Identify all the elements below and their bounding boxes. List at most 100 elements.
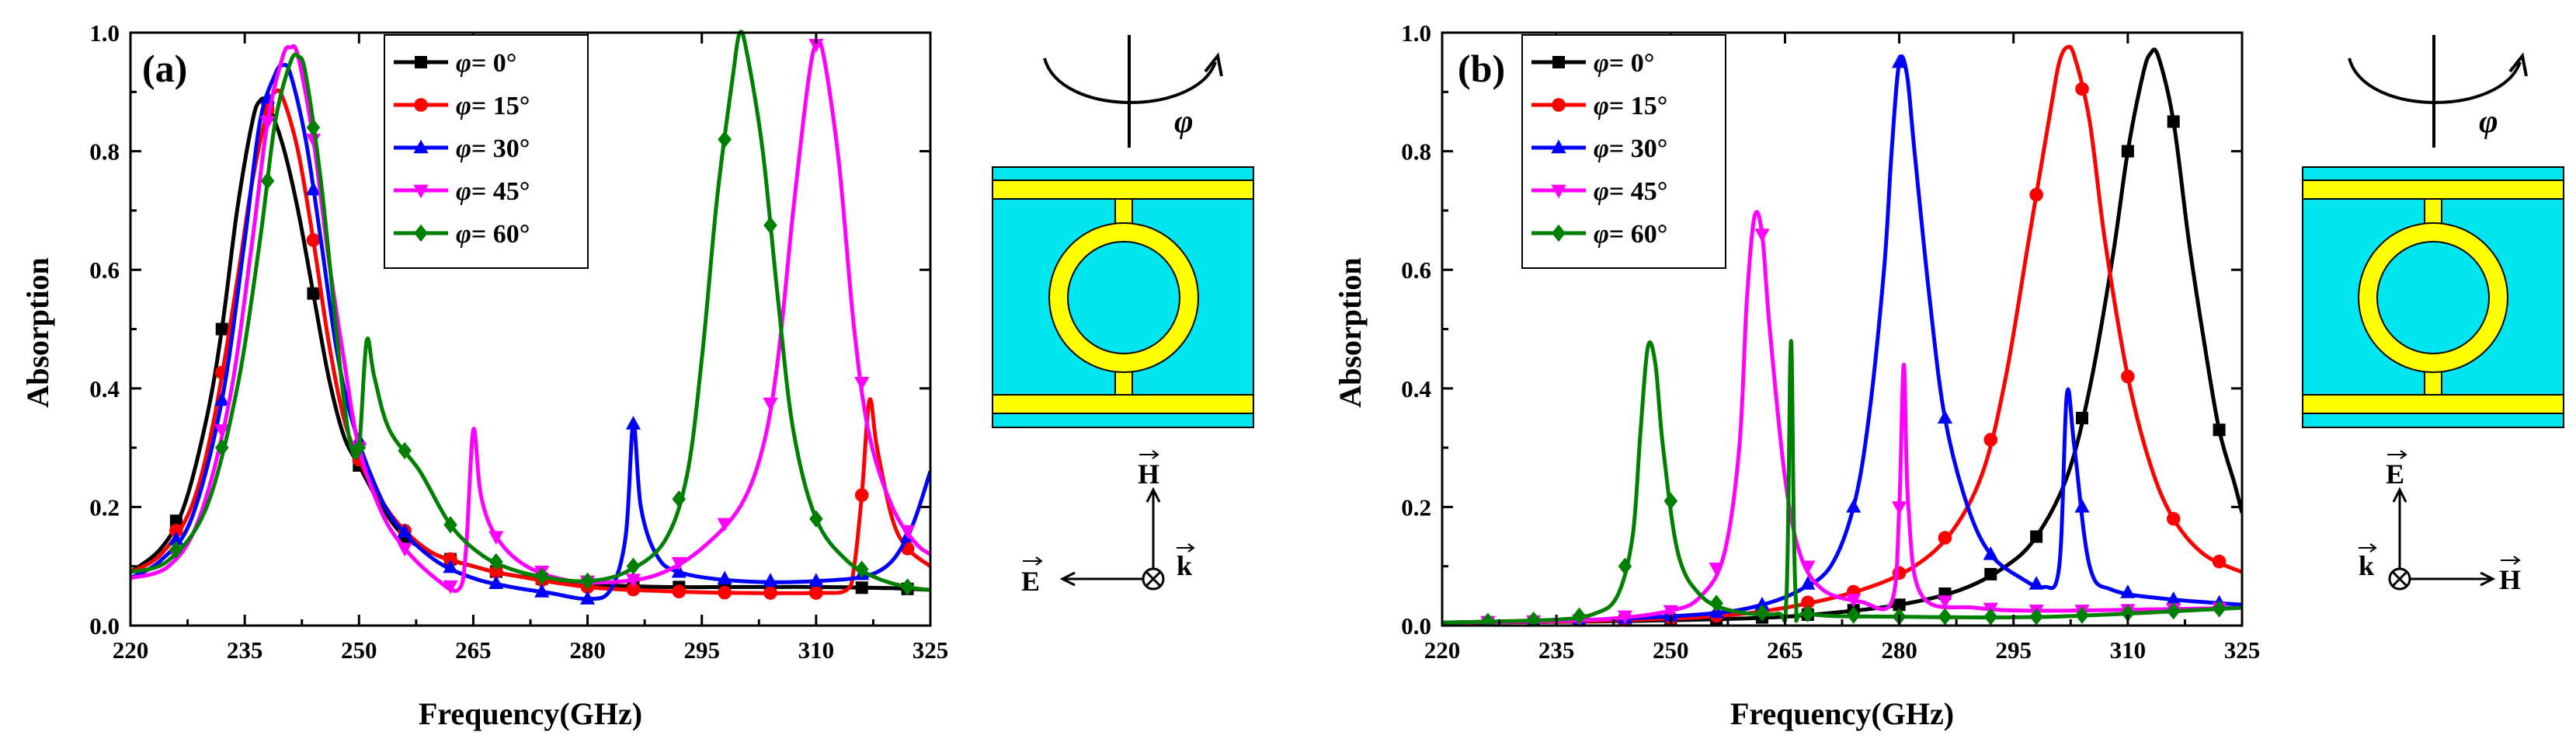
panel-b-series-3-triangle-down-marker [1663, 605, 1678, 619]
panel-a-xtick-label: 310 [798, 636, 835, 664]
panel-b-series-1-circle-marker [2029, 187, 2043, 202]
panel-b-series-3-triangle-down-marker [1846, 594, 1862, 608]
unit-cell-icon [992, 166, 1254, 428]
panel-a-xtick-label: 250 [341, 636, 377, 664]
panel-a-series-1-circle-marker [718, 585, 732, 600]
panel-b-series-2-triangle-up-marker [1846, 499, 1862, 513]
panel-b-series-3-line [1442, 210, 2242, 625]
panel-b-series-4-diamond-marker [1801, 605, 1815, 622]
panel-a-series-4 [130, 30, 930, 596]
panel-b-xtick-label: 325 [2224, 636, 2261, 664]
panel-b-series-2-triangle-up-marker [1754, 596, 1770, 611]
panel-a-series-2-triangle-up-marker [808, 573, 824, 587]
panel-a-series-3-triangle-down-marker [763, 397, 778, 412]
panel-a-legend: φ = 0° φ= 15° φ= 30° φ= 45° φ= 60° [384, 34, 589, 269]
panel-b-legend-symbol: φ [1594, 49, 1609, 78]
panel-a-legend-symbol: φ [456, 220, 471, 249]
panel-b-series-4-diamond-marker [1938, 608, 1952, 626]
panel-a-legend-diamond-marker [414, 224, 428, 242]
field-e-label: E [1021, 566, 1040, 597]
panel-b-axes: 220 235 250 265 280 295 310 325 0.0 0.2 0.4 0.6 0.8 1… [1401, 19, 2260, 664]
panel-a-series-3-triangle-down-marker [397, 542, 412, 557]
panel-a-legend-value: = 45° [471, 177, 530, 206]
panel-b-series-2-triangle-up-marker [2074, 499, 2090, 513]
panel-b-series-0-square-marker [2030, 530, 2043, 543]
panel-b-legend-label: φ= 30° [1594, 134, 1667, 163]
panel-a-series-1-circle-marker [763, 586, 777, 600]
panel-b-legend-square-marker [1552, 56, 1565, 68]
panel-a-series-4-diamond-marker [306, 118, 321, 137]
panel-a-series-3-triangle-down-marker [488, 531, 504, 545]
panel-a-series-2-triangle-up-marker [488, 575, 504, 590]
panel-b-series-4-diamond-marker [1846, 606, 1861, 624]
panel-b-series-0-square-marker [2121, 145, 2134, 158]
panel-a-series-2-triangle-up-marker [169, 531, 184, 546]
panel-a-series-1-circle-marker [306, 233, 321, 247]
panel-b-series-0-square-marker [2076, 411, 2088, 424]
panel-a-inset: φ H E k [992, 35, 1254, 597]
panel-b-xlabel: Frequency(GHz) [1730, 696, 1954, 731]
panel-b-plot: 220 235 250 265 280 295 310 325 0.0 0.2 0.4 0.6 0.8 1… [1401, 19, 2260, 664]
panel-b: 220 235 250 265 280 295 310 325 0.0 0.2 0.4 0.6 0.8 1… [1333, 19, 2260, 731]
panel-b-series-4-diamond-marker [2075, 606, 2089, 624]
panel-b-xtick-label: 220 [1424, 636, 1461, 664]
panel-a-series-4-diamond-marker [580, 572, 595, 590]
field-k-label: k [1177, 550, 1192, 581]
panel-b-legend-entry: φ= 60° [1531, 220, 1667, 249]
panel-a-series-3-triangle-down-marker [899, 525, 916, 539]
panel-b-series-3-triangle-down-marker [1891, 501, 1907, 515]
panel-b-legend-diamond-marker [1552, 224, 1566, 242]
panel-b-legend-circle-marker [1552, 98, 1566, 112]
panel-a-ytick-label: 0.8 [89, 138, 120, 166]
panel-a-ylabel: Absorption [20, 257, 55, 407]
panel-a-xtick-label: 295 [683, 636, 720, 664]
panel-b-legend-label: φ= 0° [1594, 49, 1654, 78]
panel-a-series-0-square-marker [307, 287, 320, 300]
panel-a-xtick-label: 325 [913, 636, 949, 664]
panel-a-legend-circle-marker [414, 98, 428, 112]
panel-b-series-3 [1442, 210, 2242, 626]
panel-a-legend-label: φ= 15° [456, 92, 530, 120]
unit-cell-icon [2302, 166, 2564, 428]
panel-a-series-2-triangle-up-marker [534, 584, 550, 598]
panel-a-legend-symbol: φ [456, 177, 471, 206]
panel-a-legend-square-marker [415, 56, 427, 68]
panel-b-series-4-diamond-marker [2166, 602, 2181, 620]
panel-b-series-4-diamond-marker [2121, 604, 2135, 622]
panel-a-series-2-triangle-up-marker [717, 570, 732, 585]
panel-a-ytick-label: 0.0 [89, 612, 120, 640]
panel-a-series-4-diamond-marker [809, 510, 823, 528]
panel-b-series-4-line [1442, 339, 2242, 625]
field-k-label: k [2359, 550, 2374, 581]
panel-b-series-4-diamond-marker [1618, 557, 1632, 575]
panel-a-legend-value: = 0° [471, 49, 516, 78]
panel-a-series-1-circle-marker [854, 488, 869, 502]
panel-a-series-1-circle-marker [169, 524, 183, 538]
panel-b-series-3-triangle-down-marker [1754, 228, 1770, 242]
panel-a-series-2 [130, 62, 930, 605]
panel-a-legend-entry: φ= 60° [394, 220, 530, 249]
panel-a-series-2-line [130, 62, 930, 601]
panel-a-legend-entry: φ= 15° [394, 92, 530, 120]
panel-b-series-3-triangle-down-marker [1937, 595, 1953, 609]
panel-a-series-4-diamond-marker [672, 490, 687, 508]
panel-b-series-4-diamond-marker [2029, 608, 2043, 626]
panel-b-legend-triangle-up-marker [1551, 139, 1566, 154]
panel-a-series-1-circle-marker [489, 564, 503, 579]
panel-a-series-2-triangle-up-marker [397, 524, 412, 538]
panel-b-legend-label: φ= 15° [1594, 92, 1667, 120]
panel-b-series-3-triangle-down-marker [1617, 610, 1633, 625]
panel-b-ytick-label: 0.8 [1401, 138, 1431, 166]
panel-b-series-2-triangle-up-marker [1800, 576, 1816, 590]
rotation-angle-symbol: φ [1174, 104, 1194, 140]
field-vectors-icon: E H k [2359, 450, 2521, 595]
panel-b-series-3-triangle-down-marker [1800, 560, 1816, 575]
panel-b-legend-entry: φ= 45° [1531, 177, 1667, 206]
panel-b-series-0-square-marker [2213, 424, 2226, 437]
panel-b-series-2-triangle-up-marker [2120, 584, 2136, 598]
panel-a-xtick-label: 220 [113, 636, 149, 664]
panel-a-legend-label: φ= 30° [456, 134, 530, 163]
panel-b-xtick-label: 310 [2110, 636, 2147, 664]
panel-a-series-1-circle-marker [809, 586, 823, 600]
